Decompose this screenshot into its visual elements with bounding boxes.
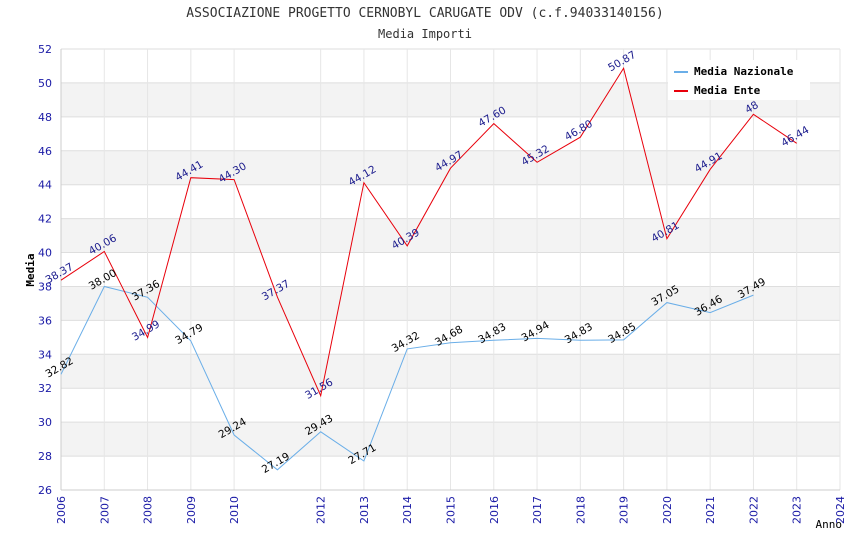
chart-subtitle: Media Importi <box>378 27 472 41</box>
x-tick-label: 2008 <box>142 496 155 524</box>
data-label: 34.85 <box>606 321 638 346</box>
y-tick-label: 48 <box>38 111 52 124</box>
x-tick-label: 2019 <box>618 496 631 524</box>
data-label: 46.80 <box>563 118 595 143</box>
y-tick-label: 32 <box>38 382 52 395</box>
x-tick-label: 2010 <box>228 496 241 524</box>
x-tick-label: 2017 <box>531 496 544 524</box>
x-axis-ticks: 2006 2007 2008 2009 2010 2012 2013 2014 2015 2016… <box>55 496 847 524</box>
data-label: 34.99 <box>130 318 162 343</box>
x-tick-label: 2020 <box>661 496 674 524</box>
y-tick-label: 34 <box>38 348 52 361</box>
series-line-nazionale <box>60 285 754 471</box>
x-tick-label: 2018 <box>574 496 587 524</box>
data-label: 34.94 <box>520 319 552 345</box>
data-label: 34.32 <box>390 330 422 355</box>
series-lines <box>60 66 797 471</box>
y-axis-title: Media <box>24 253 37 286</box>
data-label: 46.44 <box>779 124 811 150</box>
series-line-ente <box>60 66 797 398</box>
x-tick-label: 2014 <box>401 496 414 524</box>
y-tick-label: 26 <box>38 484 52 497</box>
y-tick-label: 40 <box>38 247 52 260</box>
x-tick-label: 2012 <box>315 496 328 524</box>
y-tick-label: 44 <box>38 179 52 192</box>
x-tick-label: 2021 <box>704 496 717 524</box>
data-label: 38.37 <box>43 261 75 286</box>
data-label: 34.68 <box>433 323 465 348</box>
data-label: 34.83 <box>563 321 595 346</box>
x-tick-label: 2007 <box>98 496 111 524</box>
y-tick-label: 36 <box>38 314 52 327</box>
data-label: 48 <box>743 99 761 116</box>
x-tick-label: 2015 <box>445 496 458 524</box>
x-tick-label: 2024 <box>834 496 847 524</box>
x-tick-label: 2013 <box>358 496 371 524</box>
x-tick-label: 2023 <box>791 496 804 524</box>
x-tick-label: 2022 <box>747 496 760 524</box>
data-label: 34.79 <box>173 322 205 347</box>
y-axis-ticks: 26 28 30 32 34 36 38 40 42 44 46 48 50 52 <box>38 43 52 497</box>
legend-label-nazionale: Media Nazionale <box>694 65 794 78</box>
legend: Media Nazionale Media Ente <box>668 60 810 100</box>
chart-title: ASSOCIAZIONE PROGETTO CERNOBYL CARUGATE … <box>186 6 664 21</box>
legend-background <box>668 60 810 100</box>
grid-lines <box>60 48 841 491</box>
y-tick-label: 30 <box>38 416 52 429</box>
x-tick-label: 2016 <box>488 496 501 524</box>
x-tick-label: 2009 <box>185 496 198 524</box>
y-tick-label: 50 <box>38 77 52 90</box>
y-tick-label: 52 <box>38 43 52 56</box>
y-tick-label: 46 <box>38 145 52 158</box>
data-label: 34.83 <box>476 321 508 346</box>
x-axis-title: Anno <box>816 518 843 531</box>
y-tick-label: 42 <box>38 213 52 226</box>
legend-label-ente: Media Ente <box>694 84 761 97</box>
y-tick-label: 38 <box>38 280 52 293</box>
x-tick-label: 2006 <box>55 496 68 524</box>
y-tick-label: 28 <box>38 450 52 463</box>
